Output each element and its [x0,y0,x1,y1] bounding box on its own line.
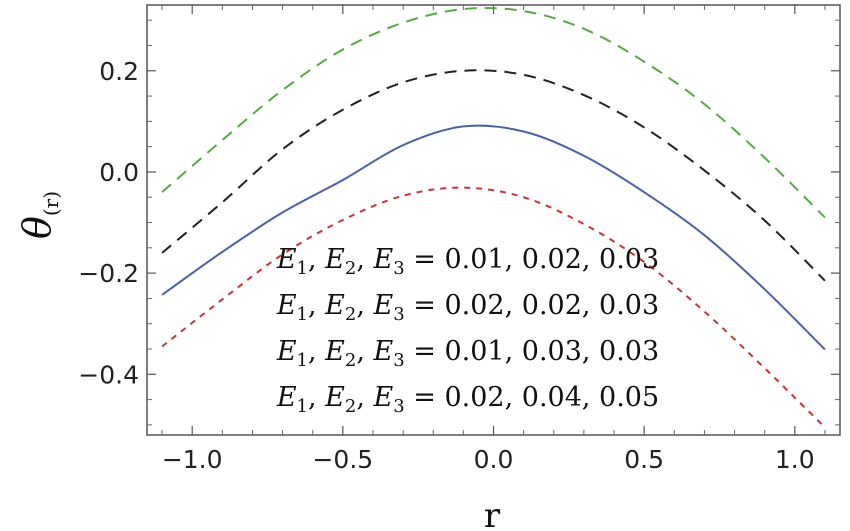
legend-separator: , [308,336,325,367]
legend-var-subscript: 2 [345,258,356,279]
legend-var: E [324,244,345,275]
legend-separator: , [308,290,325,321]
y-tick-label: 0.0 [99,158,139,187]
y-tick-label: −0.4 [78,360,139,389]
legend-values: 0.02, 0.02, 0.03 [444,290,659,321]
legend-var: E [373,244,394,275]
x-tick-label: 1.0 [775,445,815,474]
legend-separator: = [405,336,445,367]
legend-separator: , [308,244,325,275]
x-tick-label: −1.0 [162,445,223,474]
y-axis-label-subscript: (r) [39,191,63,216]
legend-var-subscript: 1 [297,304,308,325]
legend-var: E [373,290,394,321]
legend-separator: , [356,290,373,321]
legend-var-subscript: 2 [345,350,356,371]
legend-var: E [276,382,297,413]
series-line-2 [161,186,826,429]
legend-var: E [324,382,345,413]
legend-separator: , [356,382,373,413]
legend-entry-3: E1, E2, E3 = 0.01, 0.03, 0.03 [276,336,659,371]
legend-var-subscript: 3 [393,396,404,417]
legend-separator: , [356,244,373,275]
legend-separator: , [308,382,325,413]
legend-var-subscript: 1 [297,258,308,279]
legend-var-subscript: 1 [297,350,308,371]
legend-var-subscript: 2 [345,396,356,417]
legend-values: 0.01, 0.02, 0.03 [444,244,659,275]
y-axis-label: θ [15,216,59,239]
legend-var: E [276,336,297,367]
y-tick-label: −0.2 [78,259,139,288]
legend-values: 0.02, 0.04, 0.05 [444,382,659,413]
legend-var: E [373,382,394,413]
legend-entry-4: E1, E2, E3 = 0.02, 0.04, 0.05 [276,382,659,417]
axis-ticks [147,5,840,435]
plot-frame [146,4,841,436]
legend-var: E [276,244,297,275]
series-line-3 [161,69,826,282]
x-tick-label: −0.5 [312,445,373,474]
legend-var: E [276,290,297,321]
legend-var: E [373,336,394,367]
y-axis-label-group: θ(r) [15,191,63,239]
legend-var-subscript: 3 [393,304,404,325]
series-line-1 [161,124,826,351]
legend-values: 0.01, 0.03, 0.03 [444,336,659,367]
legend-separator: = [405,290,445,321]
legend-entry-1: E1, E2, E3 = 0.01, 0.02, 0.03 [276,244,659,279]
legend-var-subscript: 2 [345,304,356,325]
y-tick-label: 0.2 [99,57,139,86]
x-axis-label: r [484,496,501,531]
x-tick-label: 0.0 [474,445,514,474]
x-tick-label: 0.5 [624,445,664,474]
legend-entry-2: E1, E2, E3 = 0.02, 0.02, 0.03 [276,290,659,325]
legend-separator: = [405,244,445,275]
legend-separator: , [356,336,373,367]
legend-separator: = [405,382,445,413]
series-lines [161,6,826,429]
legend-var: E [324,290,345,321]
legend-var-subscript: 3 [393,350,404,371]
tick-labels: −1.0 −0.5 0.0 0.5 1.0 −0.4 −0.2 0.0 0.2 [78,57,814,474]
legend-var-subscript: 3 [393,258,404,279]
legend-var-subscript: 1 [297,396,308,417]
svg-text:θ(r): θ(r) [15,191,63,239]
legend-var: E [324,336,345,367]
series-line-4 [161,6,826,219]
